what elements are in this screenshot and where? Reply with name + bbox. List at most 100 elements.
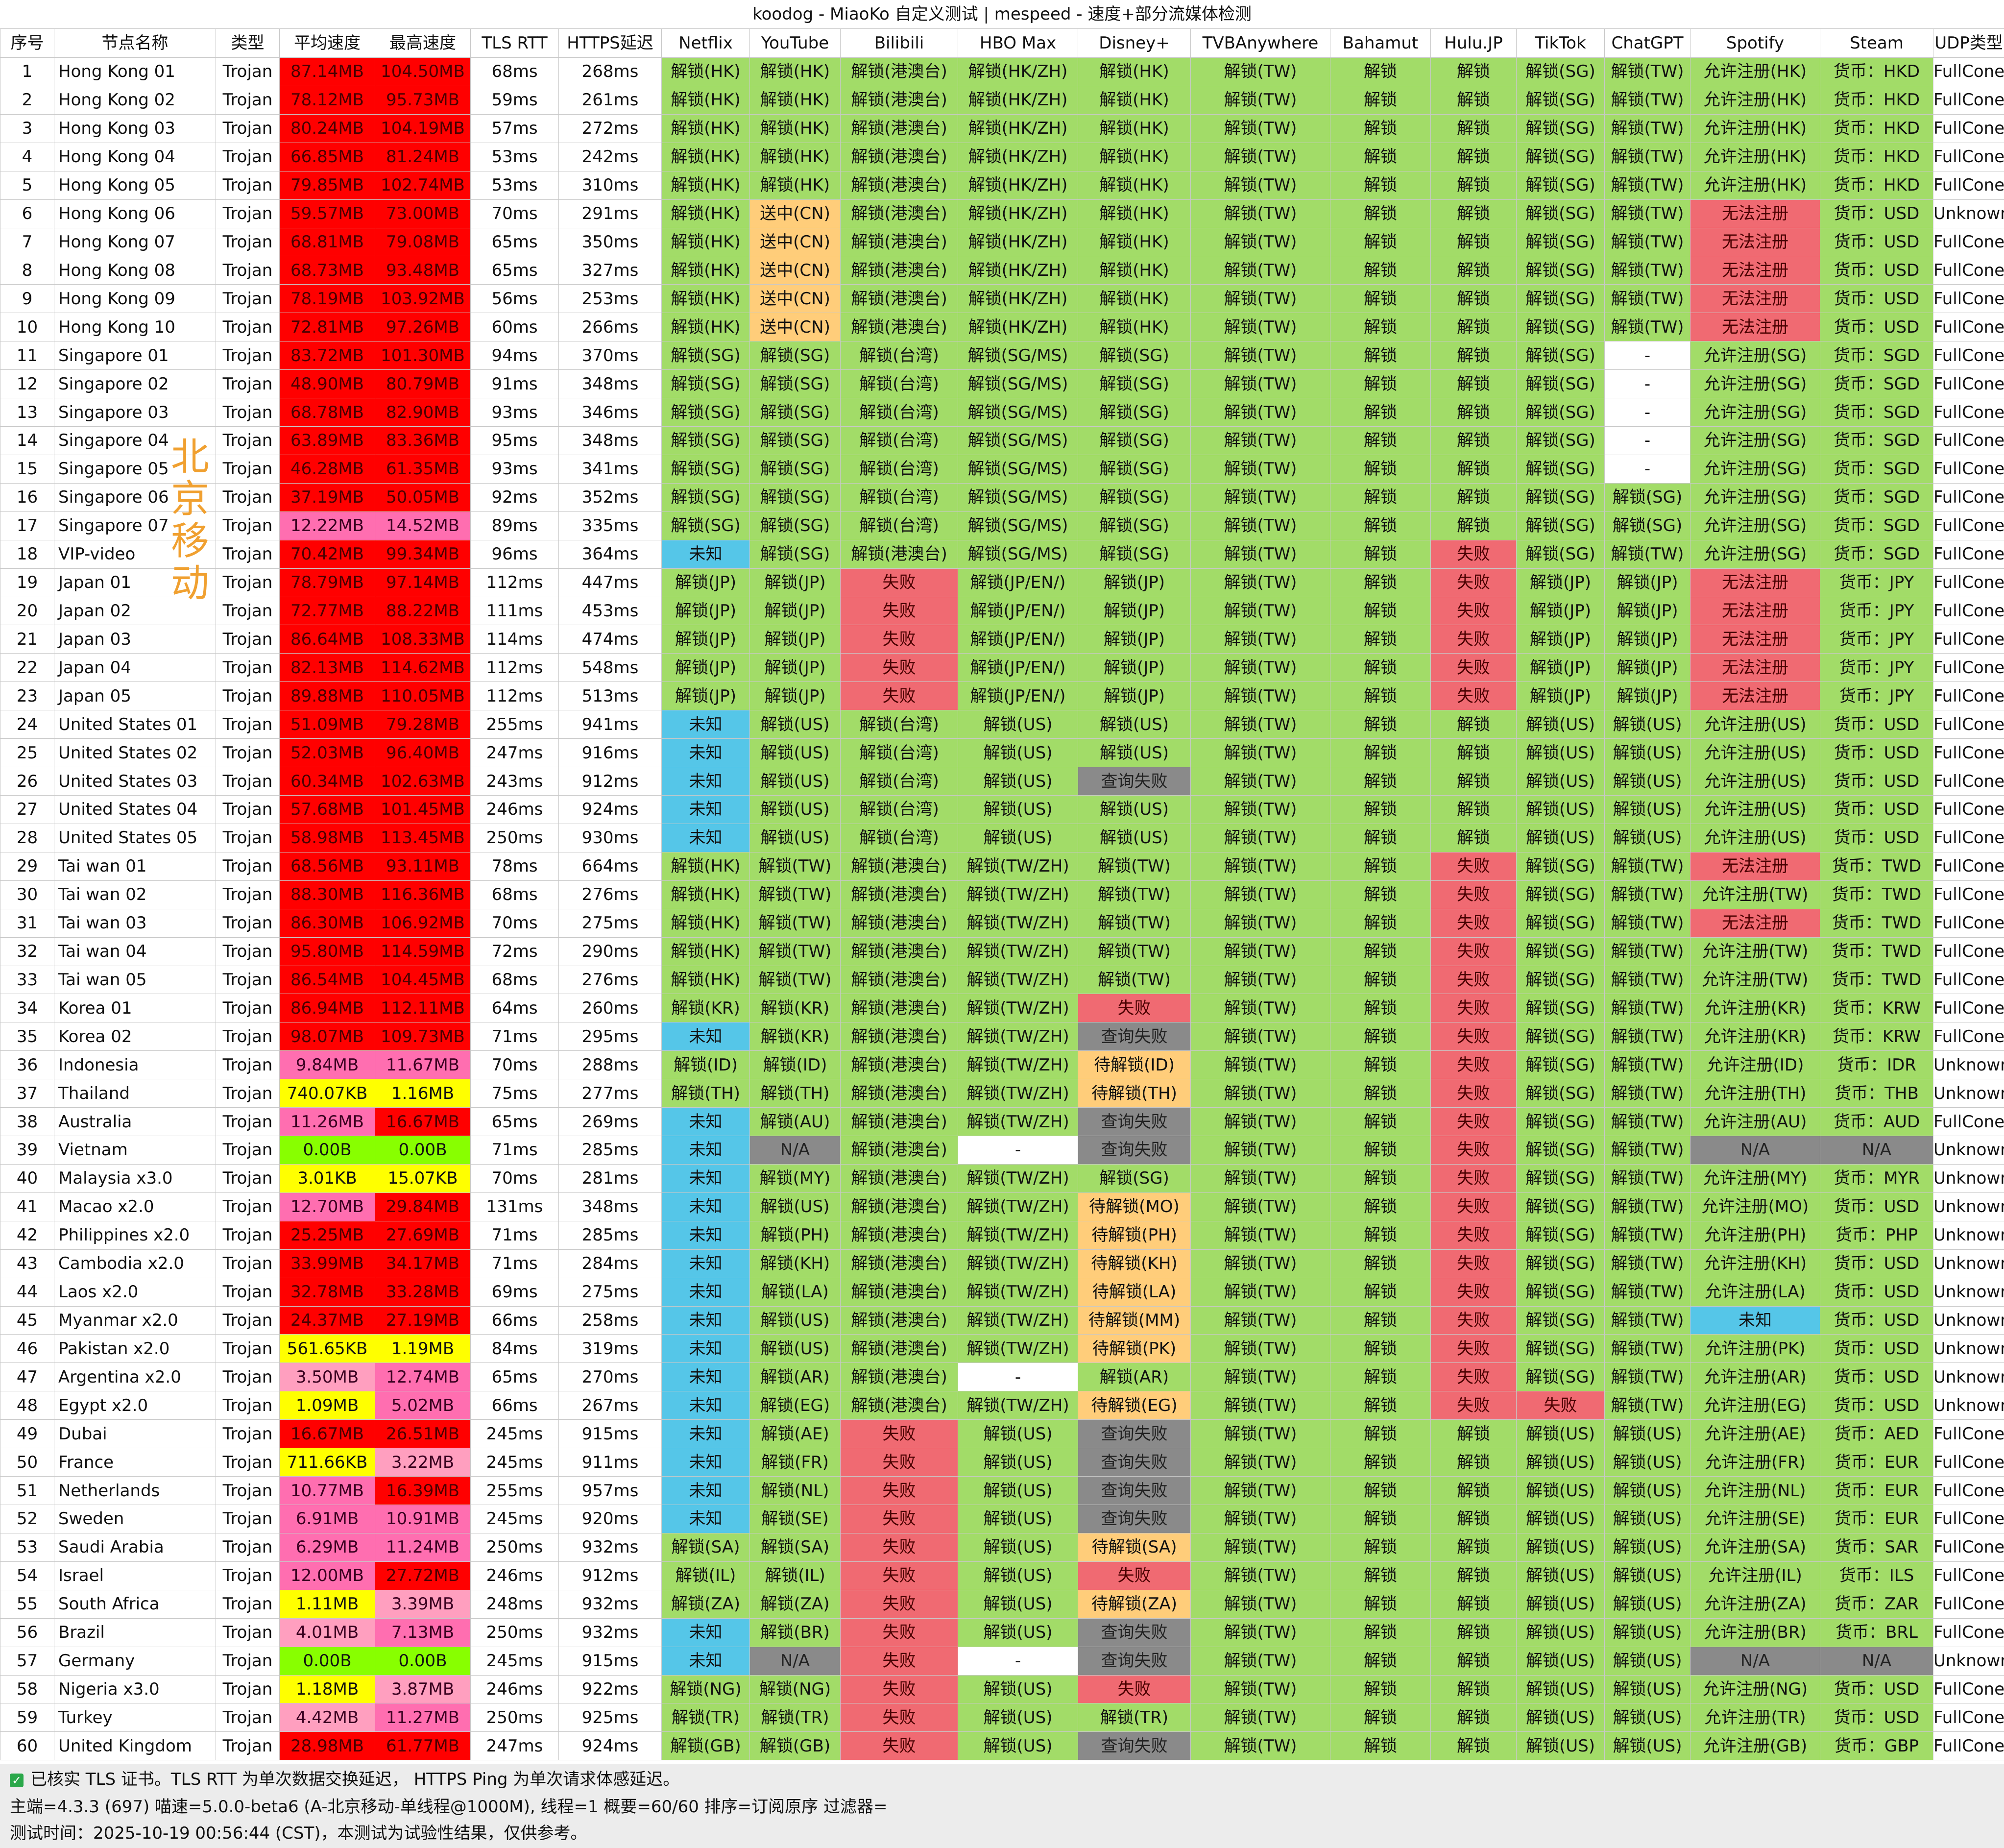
table-cell: 110.05MB <box>375 681 471 711</box>
table-cell: 解锁(MY) <box>749 1164 841 1193</box>
table-cell: 12 <box>0 369 54 399</box>
table-cell: 解锁(TW/ZH) <box>958 1050 1078 1080</box>
table-cell: 解锁(SG) <box>661 483 750 512</box>
table-row: 2 Hong Kong 02 Trojan 78.12MB 95.73MB 59ms 261… <box>0 85 2004 115</box>
table-cell: 96.40MB <box>375 738 471 768</box>
table-cell: 解锁(SG) <box>1516 1220 1605 1250</box>
column-header[interactable]: TikTok <box>1516 28 1605 58</box>
table-cell: 解锁 <box>1330 369 1431 399</box>
table-cell: 275ms <box>558 908 662 938</box>
table-cell: 解锁(TW) <box>1604 1079 1690 1108</box>
table-cell: Trojan <box>216 398 280 427</box>
table-cell: Singapore 06 <box>54 483 216 512</box>
table-cell: Trojan <box>216 1589 280 1619</box>
table-cell: 失败 <box>840 653 958 682</box>
table-cell: 16.39MB <box>375 1476 471 1506</box>
column-header[interactable]: TVBAnywhere <box>1190 28 1330 58</box>
column-header[interactable]: Hulu.JP <box>1430 28 1517 58</box>
column-header[interactable]: Bilibili <box>840 28 958 58</box>
column-header[interactable]: 最高速度 <box>375 28 471 58</box>
table-cell: 解锁(TW/ZH) <box>958 1334 1078 1363</box>
table-cell: 解锁(JP/EN/) <box>958 625 1078 654</box>
column-header[interactable]: HBO Max <box>958 28 1078 58</box>
table-cell: 解锁(TW) <box>749 965 841 995</box>
table-cell: 解锁(TW) <box>1078 851 1191 881</box>
table-cell: Singapore 04 <box>54 426 216 455</box>
table-cell: 72.77MB <box>279 596 375 626</box>
table-cell: 解锁(US) <box>1516 823 1605 852</box>
column-header[interactable]: HTTPS延迟 <box>558 28 662 58</box>
table-cell: 无法注册 <box>1690 653 1820 682</box>
table-cell: 解锁(TW) <box>1190 142 1330 171</box>
table-cell: 解锁 <box>1430 767 1517 796</box>
table-cell: 0.00B <box>375 1136 471 1165</box>
table-cell: 失败 <box>840 625 958 654</box>
column-header[interactable]: 类型 <box>216 28 280 58</box>
table-cell: 解锁 <box>1430 1476 1517 1506</box>
table-cell: 912ms <box>558 1561 662 1590</box>
table-cell: Trojan <box>216 1391 280 1420</box>
table-cell: Trojan <box>216 937 280 966</box>
table-cell: 30 <box>0 880 54 909</box>
table-cell: 解锁(US) <box>749 1306 841 1335</box>
column-header[interactable]: Netflix <box>661 28 750 58</box>
table-cell: 87.14MB <box>279 57 375 86</box>
column-header[interactable]: Bahamut <box>1330 28 1431 58</box>
table-cell: 1.09MB <box>279 1391 375 1420</box>
table-cell: Trojan <box>216 908 280 938</box>
column-header[interactable]: Disney+ <box>1078 28 1191 58</box>
table-cell: Trojan <box>216 880 280 909</box>
table-cell: 解锁(US) <box>1604 1646 1690 1676</box>
table-cell: 解锁(AE) <box>749 1419 841 1449</box>
table-cell: Myanmar x2.0 <box>54 1306 216 1335</box>
table-row: 23 Japan 05 Trojan 89.88MB 110.05MB 112ms 513m… <box>0 681 2004 711</box>
column-header[interactable]: 平均速度 <box>279 28 375 58</box>
table-cell: 货币：IDR <box>1820 1050 1933 1080</box>
column-header[interactable]: UDP类型 <box>1933 28 2004 58</box>
table-cell: 32 <box>0 937 54 966</box>
table-cell: 解锁(US) <box>1516 1675 1605 1704</box>
table-cell: 解锁 <box>1430 426 1517 455</box>
table-cell: FullCone <box>1933 1703 2004 1732</box>
column-header[interactable]: Spotify <box>1690 28 1820 58</box>
table-cell: 解锁(TW) <box>1190 738 1330 768</box>
table-cell: 解锁(HK) <box>661 57 750 86</box>
column-header[interactable]: TLS RTT <box>470 28 559 58</box>
table-cell: 未知 <box>661 795 750 824</box>
table-cell: 解锁(SG) <box>1604 483 1690 512</box>
table-cell: 83.72MB <box>279 341 375 370</box>
table-cell: 失败 <box>1430 1362 1517 1392</box>
table-cell: 548ms <box>558 653 662 682</box>
table-cell: 解锁(SG) <box>1516 114 1605 143</box>
table-cell: 解锁(TW) <box>1190 284 1330 314</box>
table-cell: 解锁 <box>1330 1362 1431 1392</box>
table-cell: South Africa <box>54 1589 216 1619</box>
table-cell: 解锁 <box>1330 568 1431 597</box>
table-cell: - <box>1604 454 1690 484</box>
column-header[interactable]: Steam <box>1820 28 1933 58</box>
table-cell: 解锁 <box>1330 653 1431 682</box>
table-cell: 解锁(台湾) <box>840 511 958 540</box>
table-cell: FullCone <box>1933 738 2004 768</box>
table-cell: Trojan <box>216 85 280 115</box>
column-header[interactable]: 节点名称 <box>54 28 216 58</box>
column-header[interactable]: YouTube <box>749 28 841 58</box>
table-cell: Japan 04 <box>54 653 216 682</box>
table-cell: 解锁 <box>1330 454 1431 484</box>
table-cell: FullCone <box>1933 483 2004 512</box>
table-cell: FullCone <box>1933 823 2004 852</box>
table-cell: FullCone <box>1933 880 2004 909</box>
table-cell: 失败 <box>1430 937 1517 966</box>
column-header[interactable]: 序号 <box>0 28 54 58</box>
table-cell: Trojan <box>216 1448 280 1477</box>
table-cell: 350ms <box>558 227 662 257</box>
column-header[interactable]: ChatGPT <box>1604 28 1690 58</box>
table-cell: 解锁 <box>1430 1618 1517 1647</box>
table-cell: 解锁(IL) <box>661 1561 750 1590</box>
table-cell: Vietnam <box>54 1136 216 1165</box>
table-cell: 112ms <box>470 568 559 597</box>
table-cell: 1.18MB <box>279 1675 375 1704</box>
table-row: 14 Singapore 04 Trojan 63.89MB 83.36MB 95ms 34… <box>0 426 2004 455</box>
table-cell: 解锁 <box>1330 539 1431 569</box>
table-cell: 解锁 <box>1330 483 1431 512</box>
